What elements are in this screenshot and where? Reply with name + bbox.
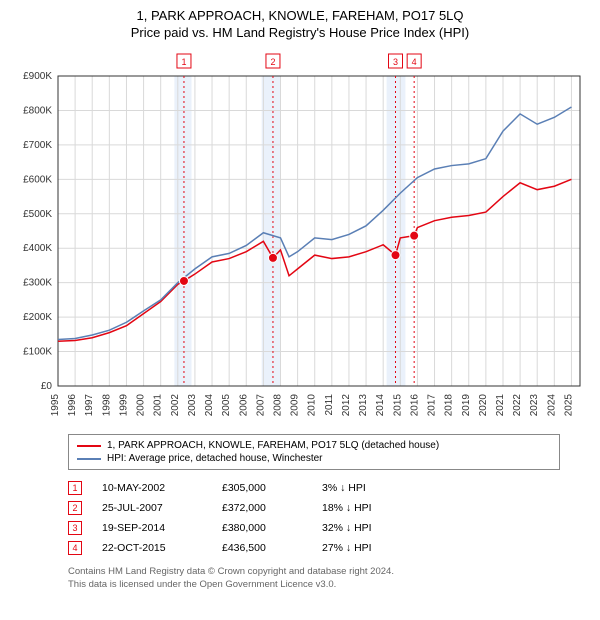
svg-text:2006: 2006	[238, 394, 249, 417]
svg-text:2008: 2008	[272, 394, 283, 417]
transaction-date: 22-OCT-2015	[102, 542, 202, 554]
svg-text:2021: 2021	[495, 394, 506, 417]
transaction-price: £372,000	[222, 502, 302, 514]
transaction-badge: 4	[68, 541, 82, 555]
transaction-badge: 2	[68, 501, 82, 515]
svg-text:1999: 1999	[118, 394, 129, 417]
svg-text:£500K: £500K	[23, 209, 52, 220]
svg-text:£900K: £900K	[23, 71, 52, 82]
attribution: Contains HM Land Registry data © Crown c…	[68, 566, 560, 592]
transaction-price: £380,000	[222, 522, 302, 534]
table-row: 3 19-SEP-2014 £380,000 32% ↓ HPI	[68, 518, 560, 538]
svg-text:2024: 2024	[546, 394, 557, 417]
table-row: 1 10-MAY-2002 £305,000 3% ↓ HPI	[68, 478, 560, 498]
legend-row: HPI: Average price, detached house, Winc…	[77, 452, 551, 465]
svg-text:1: 1	[181, 57, 186, 67]
svg-text:3: 3	[393, 57, 398, 67]
svg-text:£600K: £600K	[23, 174, 52, 185]
transaction-price: £305,000	[222, 482, 302, 494]
price-chart: £0 £100K £200K £300K £400K £500K £600K £700K £80…	[10, 48, 590, 428]
svg-text:£300K: £300K	[23, 278, 52, 289]
chart-svg: £0 £100K £200K £300K £400K £500K £600K £700K £80…	[10, 48, 590, 428]
svg-text:2022: 2022	[512, 394, 523, 417]
legend-row: 1, PARK APPROACH, KNOWLE, FAREHAM, PO17 …	[77, 439, 551, 452]
attribution-line: This data is licensed under the Open Gov…	[68, 579, 560, 592]
svg-text:2007: 2007	[255, 394, 266, 417]
transaction-delta: 3% ↓ HPI	[322, 482, 422, 494]
svg-text:2011: 2011	[324, 394, 335, 416]
svg-text:2014: 2014	[375, 394, 386, 417]
svg-text:1995: 1995	[50, 394, 61, 417]
svg-text:1997: 1997	[84, 394, 95, 417]
svg-text:2020: 2020	[478, 394, 489, 417]
svg-text:1998: 1998	[101, 394, 112, 417]
page-title: 1, PARK APPROACH, KNOWLE, FAREHAM, PO17 …	[10, 8, 590, 23]
svg-text:2025: 2025	[563, 394, 574, 417]
transaction-date: 10-MAY-2002	[102, 482, 202, 494]
svg-text:2019: 2019	[461, 394, 472, 417]
svg-text:2002: 2002	[170, 394, 181, 417]
legend-swatch	[77, 458, 101, 460]
svg-text:2017: 2017	[427, 394, 438, 417]
legend-swatch	[77, 445, 101, 447]
svg-text:1996: 1996	[67, 394, 78, 417]
svg-text:2012: 2012	[341, 394, 352, 417]
transaction-delta: 32% ↓ HPI	[322, 522, 422, 534]
transaction-date: 25-JUL-2007	[102, 502, 202, 514]
svg-text:2: 2	[270, 57, 275, 67]
table-row: 2 25-JUL-2007 £372,000 18% ↓ HPI	[68, 498, 560, 518]
svg-text:2016: 2016	[409, 394, 420, 417]
transaction-price: £436,500	[222, 542, 302, 554]
transaction-date: 19-SEP-2014	[102, 522, 202, 534]
svg-text:2015: 2015	[392, 394, 403, 417]
svg-text:2009: 2009	[290, 394, 301, 417]
svg-text:2001: 2001	[153, 394, 164, 417]
transaction-badge: 3	[68, 521, 82, 535]
transaction-delta: 18% ↓ HPI	[322, 502, 422, 514]
svg-text:4: 4	[412, 57, 417, 67]
page-subtitle: Price paid vs. HM Land Registry's House …	[10, 25, 590, 40]
svg-text:2010: 2010	[307, 394, 318, 417]
legend-label: HPI: Average price, detached house, Winc…	[107, 453, 323, 464]
svg-text:2003: 2003	[187, 394, 198, 417]
svg-text:£0: £0	[41, 381, 53, 392]
svg-text:£200K: £200K	[23, 312, 52, 323]
legend-label: 1, PARK APPROACH, KNOWLE, FAREHAM, PO17 …	[107, 440, 439, 451]
svg-text:£100K: £100K	[23, 347, 52, 358]
svg-text:£400K: £400K	[23, 243, 52, 254]
transaction-table: 1 10-MAY-2002 £305,000 3% ↓ HPI 2 25-JUL-2007…	[68, 478, 560, 558]
svg-text:2013: 2013	[358, 394, 369, 417]
attribution-line: Contains HM Land Registry data © Crown c…	[68, 566, 560, 579]
transaction-delta: 27% ↓ HPI	[322, 542, 422, 554]
svg-text:£800K: £800K	[23, 105, 52, 116]
svg-text:2005: 2005	[221, 394, 232, 417]
svg-text:£700K: £700K	[23, 140, 52, 151]
legend: 1, PARK APPROACH, KNOWLE, FAREHAM, PO17 …	[68, 434, 560, 470]
svg-text:2000: 2000	[136, 394, 147, 417]
svg-text:2018: 2018	[444, 394, 455, 417]
svg-text:2023: 2023	[529, 394, 540, 417]
table-row: 4 22-OCT-2015 £436,500 27% ↓ HPI	[68, 538, 560, 558]
transaction-badge: 1	[68, 481, 82, 495]
svg-text:2004: 2004	[204, 394, 215, 417]
